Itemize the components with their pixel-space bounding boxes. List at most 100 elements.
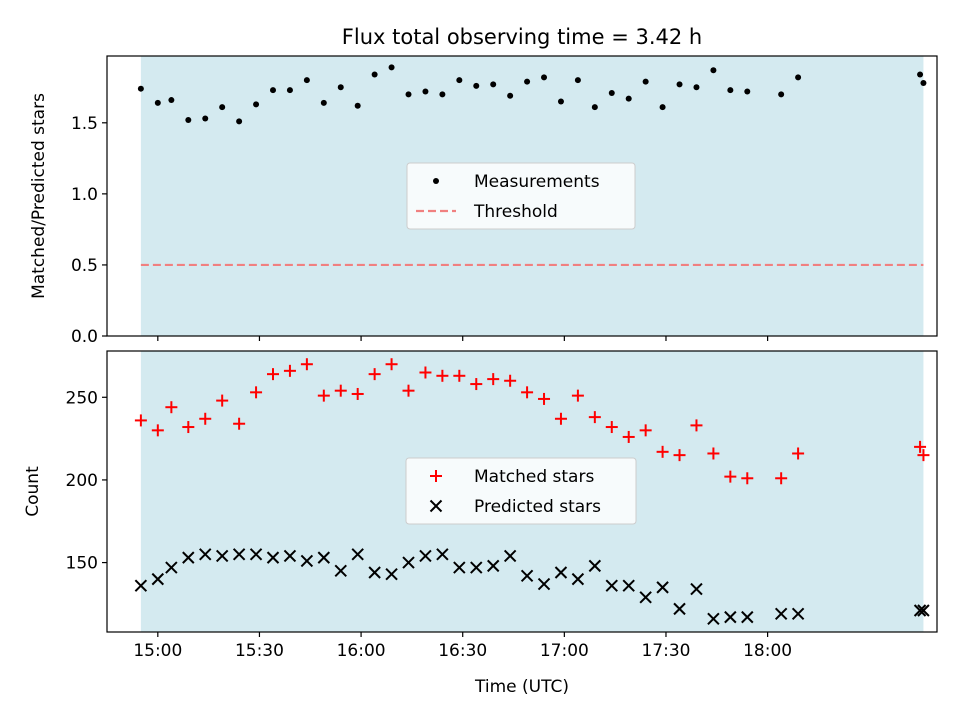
x-tick-label: 17:00 (540, 641, 589, 661)
predicted-star-point (917, 604, 930, 617)
matched-star-point (724, 470, 737, 483)
matched-star-point (283, 364, 296, 377)
measurement-point (693, 84, 700, 91)
y-tick-label: 150 (66, 554, 98, 574)
predicted-star-point (470, 561, 483, 574)
matched-star-point (334, 384, 347, 397)
measurement-point (168, 97, 175, 104)
cross-b (520, 569, 534, 583)
legend-threshold-label: Threshold (473, 202, 558, 222)
matched-star-point (182, 421, 195, 434)
predicted-star-point (300, 554, 314, 568)
measurement-point (744, 88, 751, 95)
matched-star-point (792, 447, 805, 460)
predicted-star-point (588, 559, 602, 573)
x-tick-label: 17:30 (641, 641, 690, 661)
predicted-star-point (520, 569, 534, 583)
legend-predicted-marker (429, 499, 443, 513)
cross-b (791, 607, 805, 621)
measurement-point (422, 88, 429, 95)
cross-b (913, 604, 927, 617)
measurement-point (286, 87, 293, 94)
cross-b (503, 549, 517, 563)
cross-b (774, 607, 788, 621)
cross-b (334, 564, 347, 578)
measurement-point (473, 82, 480, 89)
cross-b (639, 591, 652, 604)
ratio-panel: 0.0 0.5 1.0 1.5 Matched/Predicted stars Mea… (29, 55, 938, 347)
measurement-point (659, 104, 666, 111)
cross-b (165, 561, 178, 574)
predicted-star-point (334, 564, 347, 578)
count-panel: 150 200 250 15:00 15:30 16:00 16:30 17:00 17:30 1… (23, 350, 938, 697)
count-panel-marks (134, 358, 930, 625)
y-tick-label: 200 (66, 471, 98, 491)
matched-star-point (914, 440, 927, 453)
predicted-star-point (453, 561, 466, 574)
cross-b (266, 551, 280, 564)
measurement-point (439, 91, 446, 98)
cross-b (622, 579, 635, 592)
legend-measurements-label: Measurements (474, 172, 600, 192)
cross-b (300, 554, 314, 568)
predicted-star-point (554, 566, 568, 579)
predicted-star-point (707, 612, 720, 625)
measurement-point (574, 77, 581, 84)
measurement-point (541, 74, 548, 81)
y-tick-label: 1.5 (71, 114, 98, 134)
ratio-panel-marks (137, 64, 927, 267)
x-tick-label: 18:00 (743, 641, 792, 661)
predicted-star-point (791, 607, 805, 621)
predicted-star-point (913, 604, 927, 617)
predicted-star-point (639, 591, 652, 604)
predicted-star-point (134, 579, 148, 592)
predicted-star-point (419, 549, 432, 563)
measurement-point (625, 95, 632, 102)
measurement-point (337, 84, 344, 91)
matched-star-point (917, 449, 930, 462)
cross-b (537, 577, 551, 591)
ratio-y-axis-label: Matched/Predicted stars (29, 93, 49, 299)
predicted-star-point (151, 572, 165, 586)
predicted-star-point (486, 559, 500, 573)
measurement-point (236, 118, 243, 125)
matched-star-point (165, 401, 178, 414)
predicted-star-point (741, 610, 754, 624)
y-tick-label: 250 (66, 388, 98, 408)
measurement-point (137, 85, 144, 92)
measurement-point (507, 92, 514, 99)
measurement-point (303, 77, 310, 84)
cross-b (215, 549, 229, 563)
cross-b (317, 551, 331, 564)
predicted-star-point (537, 577, 551, 591)
measurement-point (320, 99, 327, 106)
cross-b (402, 556, 415, 569)
matched-star-point (233, 417, 246, 430)
predicted-star-point (215, 549, 229, 563)
predicted-star-point (402, 556, 415, 569)
y-tick-label: 0.0 (71, 327, 98, 347)
measurement-point (710, 67, 717, 74)
cross-b (419, 549, 432, 563)
predicted-star-point (605, 579, 618, 592)
measurement-point (202, 115, 209, 122)
y-tick-label: 0.5 (71, 256, 98, 276)
cross-b (429, 499, 443, 513)
cross-b (249, 548, 263, 561)
predicted-star-point (232, 548, 246, 561)
x-tick-label: 15:00 (133, 641, 182, 661)
cross-b (436, 548, 449, 561)
matched-star-point (639, 424, 652, 437)
measurement-point (405, 91, 412, 98)
measurement-point (642, 78, 649, 85)
matched-star-point (402, 384, 415, 397)
measurement-point (557, 98, 564, 105)
predicted-star-point (317, 551, 331, 564)
matched-star-point (554, 412, 567, 425)
x-tick-label: 16:00 (337, 641, 386, 661)
matched-star-point (134, 414, 147, 427)
predicted-star-point (385, 567, 398, 581)
matched-star-point (690, 419, 703, 432)
count-legend-box (405, 457, 637, 525)
predicted-star-point (571, 572, 585, 586)
